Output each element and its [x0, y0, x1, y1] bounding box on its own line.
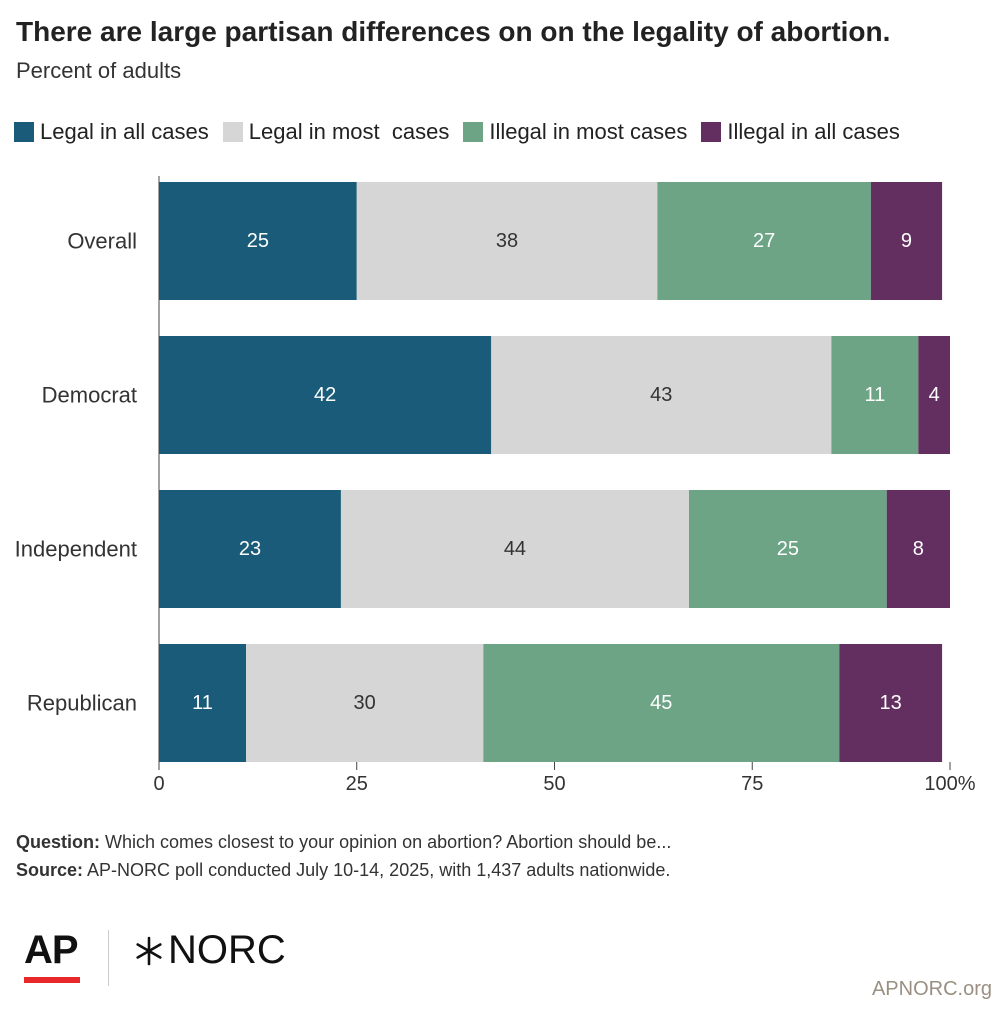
legend-label-legal-most: Legal in most cases	[248, 119, 450, 144]
question-note: Question: Which comes closest to your op…	[16, 828, 671, 856]
stacked-bar-chart: Overall 25 38 27 9 Democrat 42 43 11 4 Independent…	[15, 176, 976, 795]
data-label-independent-2: 25	[777, 538, 799, 560]
x-tick-label-50: 50	[543, 773, 565, 795]
legend-label-legal-all: Legal in all cases	[40, 119, 209, 144]
norc-star-icon	[136, 936, 162, 965]
ap-logo-underline	[24, 977, 80, 983]
website-link[interactable]: APNORC.org	[871, 978, 992, 1000]
bar-segment-independent-3	[886, 490, 950, 608]
logo-divider	[108, 930, 109, 986]
legend-item-legal-most: Legal in most cases	[222, 119, 450, 145]
legend-swatch-legal-all	[14, 122, 34, 142]
question-label: Question:	[16, 832, 100, 852]
legend-swatch-legal-most	[222, 122, 243, 142]
source-note: Source: AP-NORC poll conducted July 10-1…	[16, 856, 671, 884]
bar-segment-republican-2	[483, 644, 840, 762]
legend-label-illegal-all: Illegal in all cases	[727, 119, 900, 144]
bar-segment-independent-0	[159, 490, 341, 608]
bar-segment-independent-1	[340, 490, 689, 608]
chart-subtitle: Percent of adults	[16, 58, 182, 83]
category-label-republican: Republican	[27, 691, 137, 716]
data-label-overall-1: 38	[496, 230, 518, 252]
x-tick-label-0: 0	[153, 773, 164, 795]
category-label-independent: Independent	[15, 537, 137, 562]
data-label-overall-2: 27	[753, 230, 775, 252]
norc-logo: NORC	[134, 928, 286, 973]
bar-segment-democrat-2	[831, 336, 919, 454]
legend-item-illegal-most: Illegal in most cases	[463, 119, 687, 145]
source-text: AP-NORC poll conducted July 10-14, 2025,…	[83, 860, 671, 880]
data-label-republican-2: 45	[650, 692, 672, 714]
legend-swatch-illegal-all	[701, 122, 722, 142]
bar-segment-democrat-0	[159, 336, 492, 454]
data-label-republican-0: 11	[192, 692, 213, 714]
x-tick-label-75: 75	[741, 773, 763, 795]
data-label-democrat-2: 11	[864, 384, 885, 406]
bar-segment-overall-3	[870, 182, 943, 300]
bar-segment-independent-2	[688, 490, 887, 608]
bar-segment-republican-3	[839, 644, 943, 762]
x-tick-label-25: 25	[346, 773, 368, 795]
source-label: Source:	[16, 860, 84, 880]
bar-segment-democrat-3	[918, 336, 950, 454]
bar-segment-republican-1	[246, 644, 484, 762]
category-label-overall: Overall	[67, 229, 137, 254]
data-label-independent-0: 23	[239, 538, 261, 560]
bar-segment-democrat-1	[491, 336, 832, 454]
bar-segment-overall-2	[657, 182, 871, 300]
data-label-overall-0: 25	[247, 230, 269, 252]
legend-label-illegal-most: Illegal in most cases	[489, 119, 688, 144]
bar-segment-overall-1	[356, 182, 658, 300]
data-label-overall-3: 9	[901, 230, 912, 252]
data-label-democrat-0: 42	[314, 384, 336, 406]
data-label-independent-1: 44	[504, 538, 526, 560]
legend-item-legal-all: Legal in all cases	[14, 119, 209, 145]
bar-segment-overall-0	[159, 182, 357, 300]
question-text: Which comes closest to your opinion on a…	[100, 832, 672, 852]
data-label-democrat-3: 4	[929, 384, 940, 406]
norc-logo-text: NORC	[168, 928, 286, 972]
legend-swatch-illegal-most	[463, 122, 484, 142]
chart-title: There are large partisan differences on …	[16, 16, 891, 47]
data-label-republican-3: 13	[880, 692, 902, 714]
category-label-democrat: Democrat	[42, 383, 137, 408]
data-label-independent-3: 8	[913, 538, 924, 560]
chart-notes: Question: Which comes closest to your op…	[16, 828, 671, 884]
legend-item-illegal-all: Illegal in all cases	[701, 119, 900, 145]
data-label-democrat-1: 43	[650, 384, 672, 406]
data-label-republican-1: 30	[354, 692, 376, 714]
ap-logo: AP	[24, 928, 79, 972]
bar-segment-republican-0	[159, 644, 247, 762]
x-tick-label-100: 100%	[924, 773, 975, 795]
chart-legend: Legal in all cases Legal in most cases I…	[14, 118, 900, 146]
